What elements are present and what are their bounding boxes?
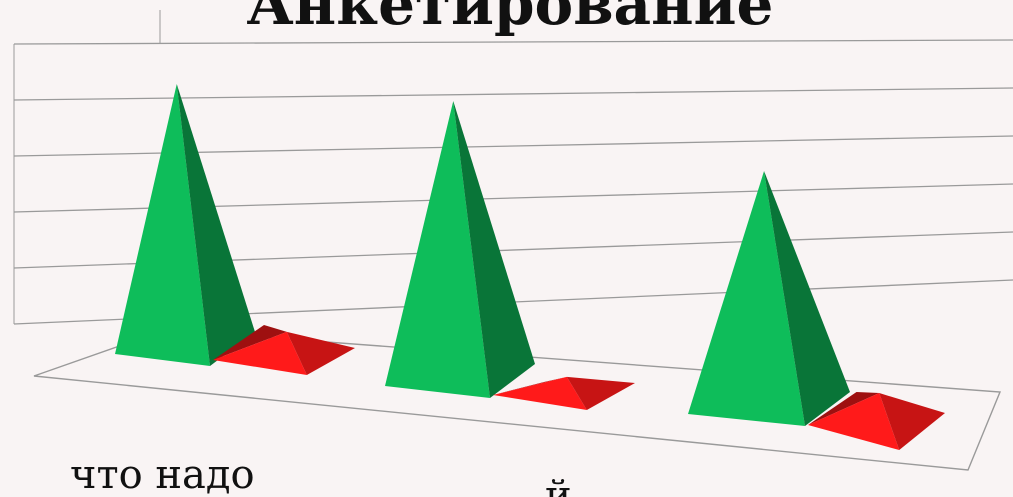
bar-green-front — [688, 171, 805, 426]
bar-red-back — [808, 392, 880, 425]
chart-bars — [115, 84, 945, 450]
bar-green-side — [764, 171, 850, 426]
bar-red-front — [493, 376, 587, 410]
bar-green-side — [176, 84, 255, 366]
bar-red-front — [808, 393, 900, 450]
bar-red-side — [566, 376, 635, 410]
category-label-partial: й — [545, 473, 572, 497]
bar-red-back — [493, 376, 567, 395]
gridline — [13, 39, 1013, 45]
bar-green-front — [385, 101, 490, 398]
bar-green-front — [115, 84, 210, 366]
bar-red-front — [213, 331, 307, 375]
category-label: что надо — [70, 452, 255, 497]
bar-green-side — [453, 101, 535, 398]
bar-red-side — [286, 331, 355, 375]
bar-red-side — [879, 393, 945, 450]
bar-red-back — [213, 325, 287, 360]
chart-title: Анкетирование — [247, 0, 774, 38]
gridline — [13, 87, 1013, 101]
